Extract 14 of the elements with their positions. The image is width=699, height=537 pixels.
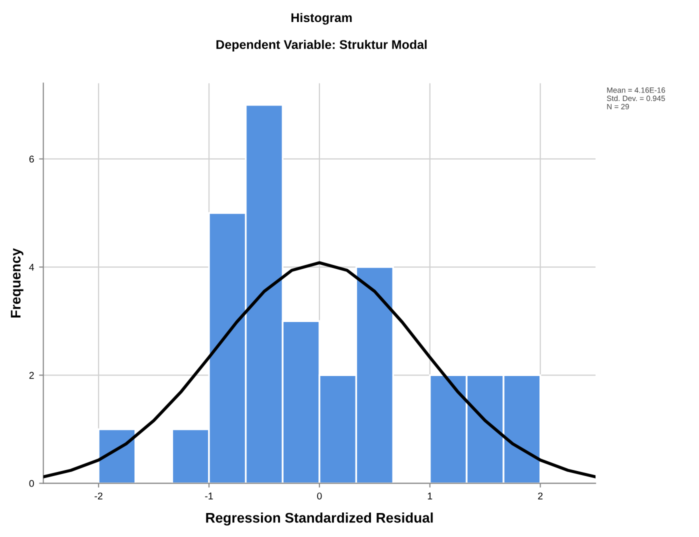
- y-axis-title: Frequency: [10, 248, 24, 318]
- x-tick-label: -2: [94, 492, 102, 500]
- chart-title: Histogram: [291, 12, 352, 25]
- x-tick-label: -1: [205, 492, 213, 500]
- x-axis-title: Regression Standardized Residual: [206, 512, 433, 526]
- x-tick-label: 1: [428, 492, 432, 500]
- chart-subtitle: Dependent Variable: Struktur Modal: [216, 40, 427, 52]
- x-tick-label: 0: [317, 492, 322, 500]
- y-tick-label: 0: [29, 480, 34, 487]
- y-tick-label: 2: [29, 372, 34, 379]
- y-tick-label: 4: [29, 264, 34, 271]
- y-tick-label: 6: [29, 156, 34, 163]
- x-tick-label: 2: [538, 492, 543, 500]
- line-series: [43, 261, 596, 478]
